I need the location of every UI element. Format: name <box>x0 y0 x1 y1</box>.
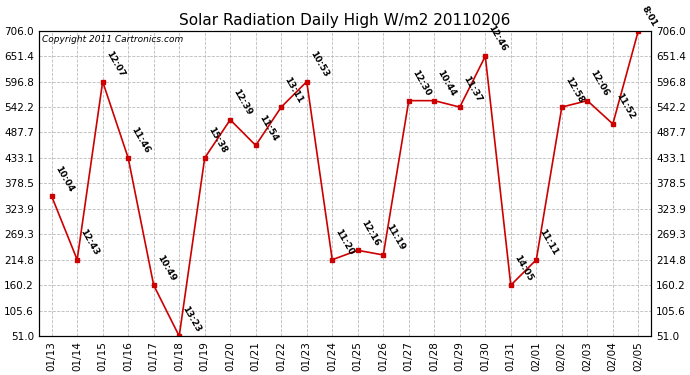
Text: 12:07: 12:07 <box>104 50 126 79</box>
Text: 8:01: 8:01 <box>640 4 659 28</box>
Text: 11:54: 11:54 <box>257 113 279 142</box>
Text: 12:06: 12:06 <box>589 69 611 98</box>
Text: 10:04: 10:04 <box>53 164 75 194</box>
Text: 10:44: 10:44 <box>435 69 458 98</box>
Text: 11:11: 11:11 <box>538 228 560 257</box>
Text: 12:39: 12:39 <box>232 88 254 117</box>
Text: 10:49: 10:49 <box>155 253 177 282</box>
Text: 12:58: 12:58 <box>563 75 585 104</box>
Text: 11:52: 11:52 <box>614 92 636 121</box>
Text: 11:20: 11:20 <box>334 228 355 257</box>
Title: Solar Radiation Daily High W/m2 20110206: Solar Radiation Daily High W/m2 20110206 <box>179 13 511 28</box>
Text: 10:53: 10:53 <box>308 50 331 79</box>
Text: 12:46: 12:46 <box>486 24 509 53</box>
Text: 13:11: 13:11 <box>283 75 305 104</box>
Text: 12:16: 12:16 <box>359 218 382 248</box>
Text: 11:46: 11:46 <box>130 126 152 155</box>
Text: 12:30: 12:30 <box>410 69 432 98</box>
Text: 11:19: 11:19 <box>384 223 407 252</box>
Text: Copyright 2011 Cartronics.com: Copyright 2011 Cartronics.com <box>42 35 184 44</box>
Text: 14:05: 14:05 <box>512 253 534 282</box>
Text: 11:37: 11:37 <box>461 75 483 104</box>
Text: 13:23: 13:23 <box>181 304 203 333</box>
Text: 12:43: 12:43 <box>79 228 101 257</box>
Text: 15:38: 15:38 <box>206 126 228 155</box>
